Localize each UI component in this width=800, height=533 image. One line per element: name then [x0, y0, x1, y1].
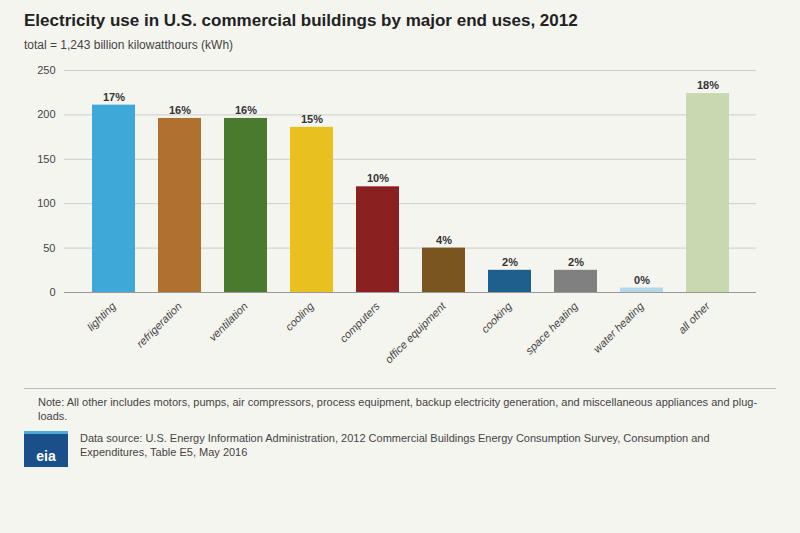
svg-text:250: 250 — [37, 64, 55, 76]
svg-text:lighting: lighting — [85, 299, 119, 333]
svg-text:17%: 17% — [103, 91, 125, 103]
svg-text:16%: 16% — [235, 104, 257, 116]
svg-text:refrigeration: refrigeration — [134, 300, 184, 350]
svg-text:50: 50 — [43, 242, 55, 254]
html-text:total = 1,243 billion kilowatt: total = 1,243 billion kilowatthours (kWh… — [24, 38, 234, 52]
svg-text:2%: 2% — [568, 256, 584, 268]
svg-text:15%: 15% — [301, 113, 323, 125]
svg-text:16%: 16% — [169, 104, 191, 116]
svg-text:200: 200 — [37, 108, 55, 120]
svg-text:18%: 18% — [697, 79, 719, 91]
svg-text:ventilation: ventilation — [206, 300, 250, 344]
svg-text:cooking: cooking — [479, 299, 515, 335]
svg-text:10%: 10% — [367, 172, 389, 184]
svg-text:0%: 0% — [634, 274, 650, 286]
html-text:eia: eia — [36, 448, 56, 464]
html-text:Note: All other includes motor: Note: All other includes motors, pumps, … — [38, 396, 757, 422]
svg-text:office equipment: office equipment — [382, 299, 448, 365]
svg-text:computers: computers — [337, 299, 382, 344]
svg-text:150: 150 — [37, 153, 55, 165]
svg-text:0: 0 — [49, 286, 55, 298]
svg-text:space heating: space heating — [523, 299, 581, 357]
svg-text:4%: 4% — [436, 234, 452, 246]
svg-text:cooling: cooling — [283, 299, 317, 333]
svg-text:water heating: water heating — [591, 299, 647, 355]
html-text:Data source: U.S. Energy Infor: Data source: U.S. Energy Information Adm… — [80, 432, 710, 458]
svg-text:100: 100 — [37, 197, 55, 209]
svg-text:all other: all other — [676, 299, 713, 336]
svg-text:2%: 2% — [502, 256, 518, 268]
html-text:Electricity use in U.S. commer: Electricity use in U.S. commercial build… — [24, 11, 578, 30]
